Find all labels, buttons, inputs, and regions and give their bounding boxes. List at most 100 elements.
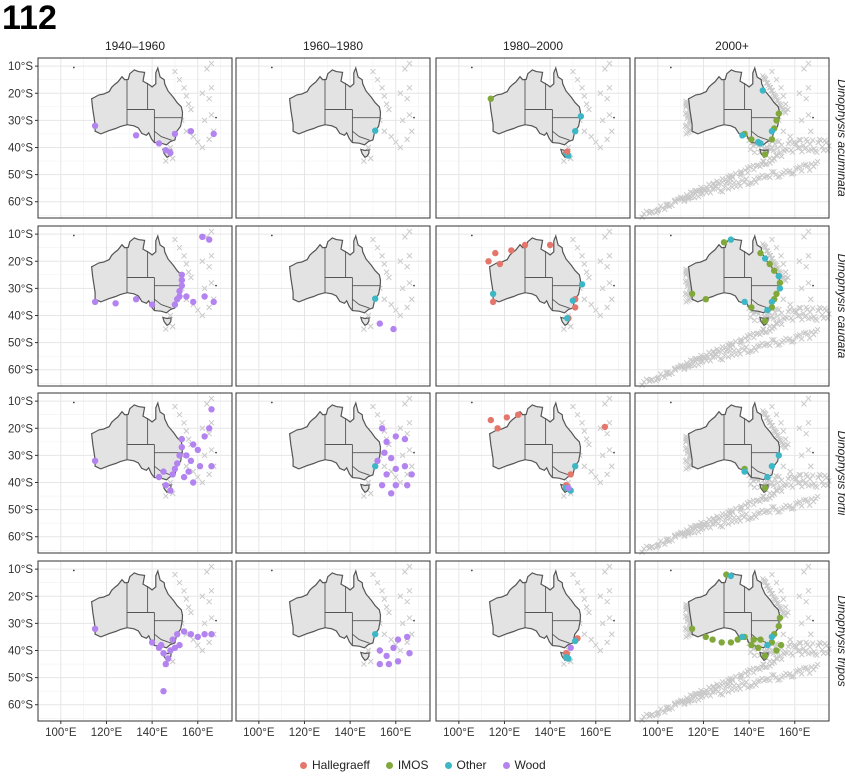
background-sample-mark <box>697 191 704 198</box>
background-sample-mark <box>743 344 749 350</box>
observation-point-imos <box>750 636 757 643</box>
panel-points <box>91 233 217 308</box>
background-sample-mark <box>805 60 812 67</box>
background-sample-mark <box>397 647 404 654</box>
background-sample-mark <box>581 261 588 267</box>
background-sample-mark <box>176 76 183 83</box>
legend-label-hallegraeff: Hallegraeff <box>312 758 370 772</box>
observation-point-wood <box>194 633 201 641</box>
observation-point-hallegraeff <box>508 247 515 254</box>
observation-point-wood <box>201 631 208 638</box>
observation-point-wood <box>148 301 156 308</box>
observation-point-imos <box>773 117 780 124</box>
background-sample-mark <box>399 452 406 459</box>
observation-point-other <box>572 637 579 645</box>
observation-point-wood <box>408 471 415 478</box>
background-sample-mark <box>796 331 803 338</box>
background-sample-mark <box>639 549 645 555</box>
background-sample-mark <box>771 476 778 482</box>
panel-border <box>435 225 631 387</box>
background-sample-mark <box>677 363 684 370</box>
background-sample-mark <box>176 244 183 251</box>
background-sample-mark <box>796 304 803 311</box>
background-sample-mark <box>719 188 726 195</box>
background-sample-mark <box>406 563 413 570</box>
y-tick-label: 40°S <box>8 310 33 322</box>
background-sample-mark <box>786 502 793 509</box>
background-sample-mark <box>755 678 761 685</box>
background-samples <box>360 395 415 499</box>
background-sample-mark <box>786 167 793 174</box>
background-sample-mark <box>751 679 757 686</box>
background-sample-mark <box>732 338 739 345</box>
background-sample-mark <box>719 356 726 363</box>
column-strip-label: 1940–1960 <box>105 39 165 53</box>
panel-points <box>739 87 782 158</box>
background-sample-mark <box>771 324 778 331</box>
panel-points <box>91 625 215 695</box>
christmas-island <box>72 66 75 69</box>
background-sample-mark <box>789 149 796 156</box>
panel-points <box>485 241 586 322</box>
background-sample-mark <box>788 506 795 512</box>
background-sample-mark <box>773 655 779 662</box>
observation-point-wood <box>160 468 167 475</box>
background-sample-mark <box>709 689 716 695</box>
observation-point-hallegraeff <box>485 258 492 265</box>
background-sample-mark <box>404 95 411 102</box>
background-sample-mark <box>583 604 590 610</box>
background-sample-mark <box>199 425 206 432</box>
background-sample-mark <box>805 280 812 286</box>
observation-point-other <box>578 281 586 288</box>
background-sample-mark <box>592 474 599 480</box>
australia-landmass <box>288 569 382 649</box>
background-sample-mark <box>766 141 773 148</box>
background-sample-mark <box>798 671 805 677</box>
background-sample-mark <box>365 647 372 654</box>
observation-point-wood <box>171 130 179 138</box>
background-sample-mark <box>787 468 794 475</box>
australia-landmass <box>90 401 184 481</box>
background-sample-mark <box>606 615 613 621</box>
observation-point-wood <box>376 660 383 668</box>
background-sample-mark <box>773 152 779 159</box>
background-sample-mark <box>751 317 758 324</box>
background-sample-mark <box>581 596 588 602</box>
background-sample-mark <box>397 258 404 265</box>
background-sample-mark <box>581 93 588 99</box>
background-sample-mark <box>813 149 820 156</box>
background-sample-mark <box>797 305 804 311</box>
observation-point-wood <box>178 444 185 451</box>
background-samples <box>360 60 415 164</box>
observation-point-wood <box>190 441 197 448</box>
panel-border <box>435 392 631 554</box>
background-sample-mark <box>404 430 411 437</box>
observation-point-imos <box>773 647 780 654</box>
christmas-island <box>72 234 75 237</box>
background-sample-mark <box>753 682 759 689</box>
background-sample-mark <box>379 419 385 426</box>
background-samples <box>360 228 415 332</box>
background-sample-mark <box>365 479 372 486</box>
background-sample-mark <box>729 174 736 181</box>
observation-point-wood <box>178 271 185 278</box>
background-sample-mark <box>804 497 811 504</box>
background-sample-mark <box>162 493 169 499</box>
background-sample-mark <box>773 320 779 327</box>
background-sample-mark <box>604 304 611 311</box>
observation-point-wood <box>394 658 402 665</box>
background-sample-mark <box>176 579 183 586</box>
background-sample-mark <box>814 158 821 165</box>
australia-landmass <box>687 569 781 649</box>
observation-point-wood <box>406 650 413 657</box>
background-sample-mark <box>381 296 388 303</box>
background-sample-mark <box>388 301 395 308</box>
background-sample-mark <box>560 326 567 332</box>
observation-point-wood <box>210 298 217 306</box>
background-sample-mark <box>683 466 689 472</box>
background-sample-mark <box>172 571 178 578</box>
australia-landmass <box>687 234 781 314</box>
background-sample-mark <box>583 101 590 107</box>
background-sample-mark <box>746 164 753 170</box>
background-sample-mark <box>188 106 194 113</box>
